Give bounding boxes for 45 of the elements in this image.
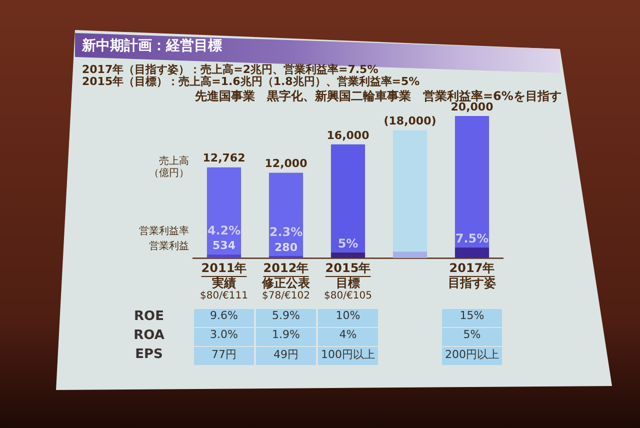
table-cell: 49円 — [256, 347, 316, 365]
data-label: 280 — [274, 240, 298, 254]
table-cell: 77円 — [194, 347, 254, 365]
table-cell: 9.6% — [194, 309, 254, 327]
bar — [206, 167, 242, 254]
bar — [206, 254, 242, 258]
x-tick-label: 2015年目標$80/€105 — [324, 261, 372, 302]
text: 営業利益率 — [139, 224, 189, 237]
bar — [330, 144, 366, 252]
bar — [268, 172, 304, 256]
table-cell: 100円以上 — [318, 347, 378, 365]
series-label: 営業利益 — [149, 240, 189, 252]
bar — [454, 247, 490, 258]
annotation: 5% — [338, 236, 358, 250]
table-cell: 4% — [318, 328, 378, 346]
annotation: 7.5% — [455, 231, 489, 246]
annotation: 4.2% — [207, 223, 241, 238]
table-cell: 5.9% — [256, 309, 316, 327]
category-label: EPS — [135, 347, 163, 362]
x-tick-label: 2011年実績$80/€111 — [200, 261, 248, 302]
x-tick-label: 2017年目指す姿 — [448, 261, 496, 290]
text: 先進国事業 黒字化、新興国二輪車事業 営業利益率=6%を目指す — [195, 89, 562, 103]
annotation: 2.3% — [269, 225, 303, 240]
chart-title: 新中期計画：経営目標 — [82, 37, 222, 55]
x-tick-label: 2012年修正公表$78/€102 — [261, 261, 311, 302]
total-label: (18,000) — [384, 114, 436, 128]
bar — [330, 252, 366, 258]
table-cell: 1.9% — [256, 328, 316, 346]
bar — [454, 116, 490, 248]
bar — [392, 130, 428, 252]
table-cell: 200円以上 — [442, 347, 502, 365]
total-label: 12,762 — [202, 152, 246, 165]
category-label: ROA — [134, 328, 164, 343]
y-axis-title: 売上高（億円） — [149, 154, 189, 179]
category-label: ROE — [134, 309, 164, 324]
text: 2015年（目標）：売上高=1.6兆円（1.8兆円）、営業利益率=5% — [82, 75, 420, 89]
table-cell: 10% — [318, 309, 378, 327]
table-cell: 3.0% — [194, 328, 254, 346]
data-label: 534 — [212, 239, 236, 252]
text: 2017年（目指す姿）：売上高=2兆円、営業利益率=7.5% — [82, 63, 378, 76]
total-label: 16,000 — [326, 128, 370, 142]
table-cell: 5% — [442, 328, 502, 346]
table-cell: 15% — [442, 309, 502, 327]
bar — [392, 252, 428, 258]
total-label: 12,000 — [264, 157, 308, 170]
